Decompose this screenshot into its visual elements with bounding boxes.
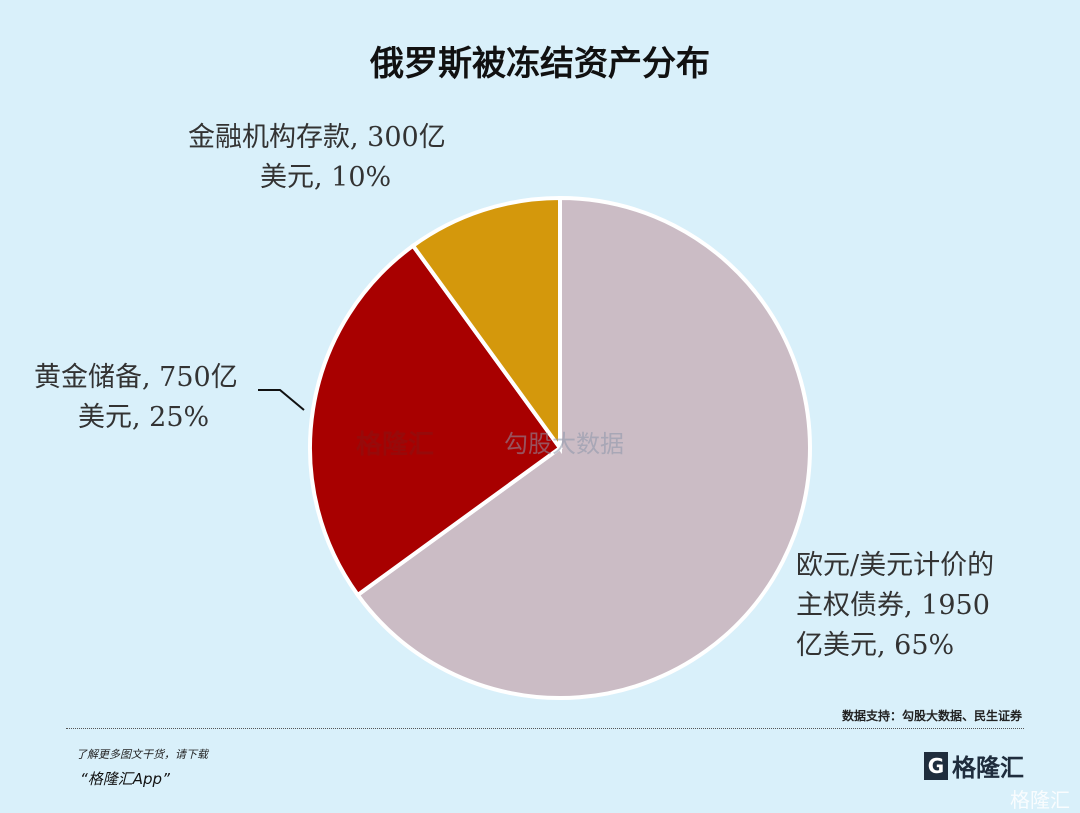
label-bonds: 欧元/美元计价的 主权债券, 1950 亿美元, 65% bbox=[796, 546, 994, 666]
divider bbox=[66, 728, 1024, 729]
label-line: 主权债券, 1950 bbox=[796, 590, 990, 621]
corner-watermark: 格隆汇 bbox=[1010, 788, 1070, 812]
label-deposits: 金融机构存款, 300亿 美元, 10% bbox=[188, 118, 446, 198]
label-line: 亿美元, 65% bbox=[796, 630, 955, 661]
data-source: 数据支持：勾股大数据、民生证券 bbox=[841, 709, 1022, 723]
logo-icon: G bbox=[924, 751, 948, 780]
label-line: 金融机构存款, 300亿 bbox=[188, 122, 446, 153]
label-line: 黄金储备, 750亿 bbox=[34, 362, 238, 393]
label-line: 欧元/美元计价的 bbox=[796, 550, 995, 581]
label-line: 美元, 25% bbox=[78, 402, 210, 433]
chart-title: 俄罗斯被冻结资产分布 bbox=[370, 44, 710, 84]
label-line: 美元, 10% bbox=[260, 162, 392, 193]
logo-text: 格隆汇 bbox=[952, 754, 1024, 782]
slice-bonds bbox=[354, 195, 812, 700]
brand-logo: G 格隆汇 bbox=[924, 748, 1024, 783]
label-gold: 黄金储备, 750亿 美元, 25% bbox=[34, 358, 238, 438]
watermark-logo: 格隆汇 bbox=[356, 430, 435, 460]
slice-gold bbox=[308, 242, 563, 598]
leader-line-gold bbox=[258, 389, 305, 411]
slice-deposits bbox=[410, 195, 562, 455]
promo-text: 了解更多图文干货，请下载 bbox=[76, 748, 208, 761]
promo-app: “格隆汇App” bbox=[80, 770, 170, 788]
watermark-source: 勾股大数据 bbox=[504, 430, 624, 458]
